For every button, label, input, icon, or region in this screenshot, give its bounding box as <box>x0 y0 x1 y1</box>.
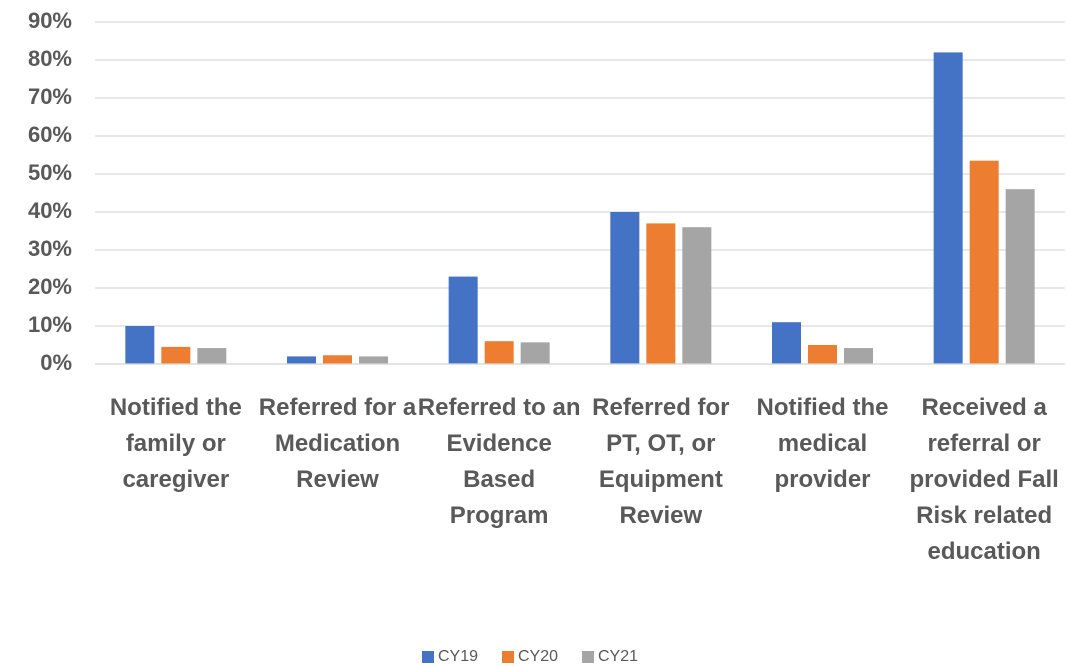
bar <box>323 355 352 364</box>
x-tick-label: Referred for PT, OT, or Equipment Review <box>592 394 730 529</box>
bar <box>448 276 478 364</box>
y-tick-label: 80% <box>28 46 72 71</box>
y-tick-label: 60% <box>28 122 72 147</box>
y-tick-label: 30% <box>28 236 72 261</box>
legend-swatch <box>422 651 434 663</box>
bar <box>933 52 963 365</box>
x-tick-label: Referred to an Evidence Based Program <box>417 394 581 529</box>
bar <box>646 223 676 364</box>
bar <box>610 212 640 364</box>
bar <box>359 356 388 364</box>
bar <box>772 322 801 364</box>
bar <box>844 348 873 364</box>
x-tick-label: Notified the medical provider <box>756 394 889 493</box>
bar <box>197 348 227 364</box>
bar <box>969 160 999 364</box>
legend-label: CY21 <box>598 648 638 665</box>
y-tick-label: 10% <box>28 312 72 337</box>
bar <box>484 341 514 364</box>
bar <box>520 342 550 364</box>
y-tick-label: 20% <box>28 274 72 299</box>
y-tick-label: 90% <box>28 8 72 33</box>
y-tick-label: 50% <box>28 160 72 185</box>
legend-swatch <box>502 651 514 663</box>
x-tick-label: Referred for a Medication Review <box>258 394 417 493</box>
bar <box>1005 189 1035 364</box>
legend-label: CY20 <box>518 648 558 665</box>
legend-swatch <box>582 651 594 663</box>
bar <box>287 356 316 364</box>
y-tick-label: 70% <box>28 84 72 109</box>
legend-label: CY19 <box>438 648 478 665</box>
bar <box>808 345 837 364</box>
x-tick-label: Notified the family or caregiver <box>109 394 242 493</box>
bar <box>161 346 191 364</box>
bar <box>125 326 155 364</box>
x-tick-label: Received a referral or provided Fall Ris… <box>909 394 1059 565</box>
y-tick-label: 40% <box>28 198 72 223</box>
bar <box>682 227 712 364</box>
y-tick-label: 0% <box>40 350 72 375</box>
